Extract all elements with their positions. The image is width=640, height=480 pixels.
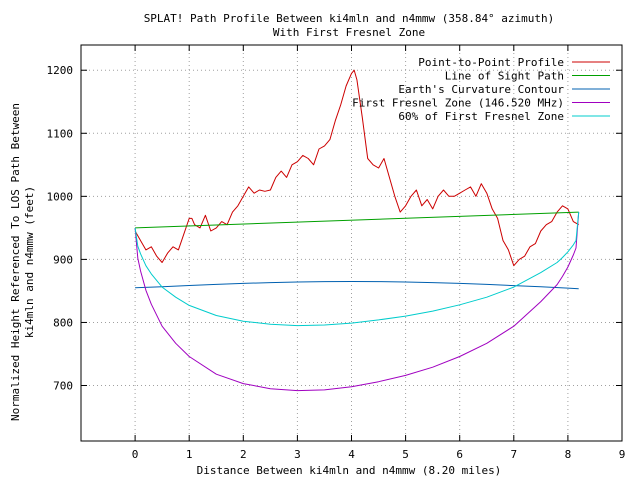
x-tick-label-0: 0 — [132, 448, 139, 461]
x-tick-label-1: 1 — [186, 448, 193, 461]
series-line-line-of-sight-path — [135, 211, 579, 229]
legend-label-1: Line of Sight Path — [445, 70, 564, 83]
legend-label-3: First Fresnel Zone (146.520 MHz) — [352, 97, 564, 110]
series-line-earth-s-curvature-contour — [135, 281, 579, 290]
legend-label-4: 60% of First Fresnel Zone — [398, 110, 564, 123]
chart-title: SPLAT! Path Profile Between ki4mln and n… — [144, 12, 555, 25]
series-line-point-to-point-profile — [134, 69, 579, 267]
y-axis-label-line2: ki4mln and n4mmw (feet) — [23, 186, 36, 338]
y-tick-label-5: 1200 — [47, 64, 74, 77]
series-line-60-of-first-fresnel-zone — [134, 212, 580, 327]
y-tick-label-0: 700 — [53, 380, 73, 393]
y-tick-label-4: 1100 — [47, 127, 74, 140]
x-tick-label-9: 9 — [619, 448, 626, 461]
legend-label-0: Point-to-Point Profile — [418, 56, 564, 69]
x-tick-label-8: 8 — [565, 448, 572, 461]
series-layer — [134, 69, 580, 392]
x-tick-label-6: 6 — [456, 448, 463, 461]
tick-layer: 0 1 2 3 4 5 6 7 8 9 700 800 900 1000 1100 1200 — [47, 45, 626, 461]
y-tick-label-1: 800 — [53, 316, 73, 329]
y-axis-label-line1: Normalized Height Referenced To LOS Path… — [9, 103, 22, 421]
x-tick-label-4: 4 — [348, 448, 355, 461]
series-line-first-fresnel-zone-146-520-mhz — [134, 212, 580, 392]
x-tick-label-3: 3 — [294, 448, 301, 461]
x-tick-label-7: 7 — [510, 448, 517, 461]
x-tick-label-2: 2 — [240, 448, 247, 461]
y-tick-label-3: 1000 — [47, 190, 74, 203]
y-tick-label-2: 900 — [53, 253, 73, 266]
chart-subtitle: With First Fresnel Zone — [273, 26, 425, 39]
legend-label-2: Earth's Curvature Contour — [398, 83, 564, 96]
x-axis-label: Distance Between ki4mln and n4mmw (8.20 … — [197, 464, 502, 477]
x-tick-label-5: 5 — [402, 448, 409, 461]
